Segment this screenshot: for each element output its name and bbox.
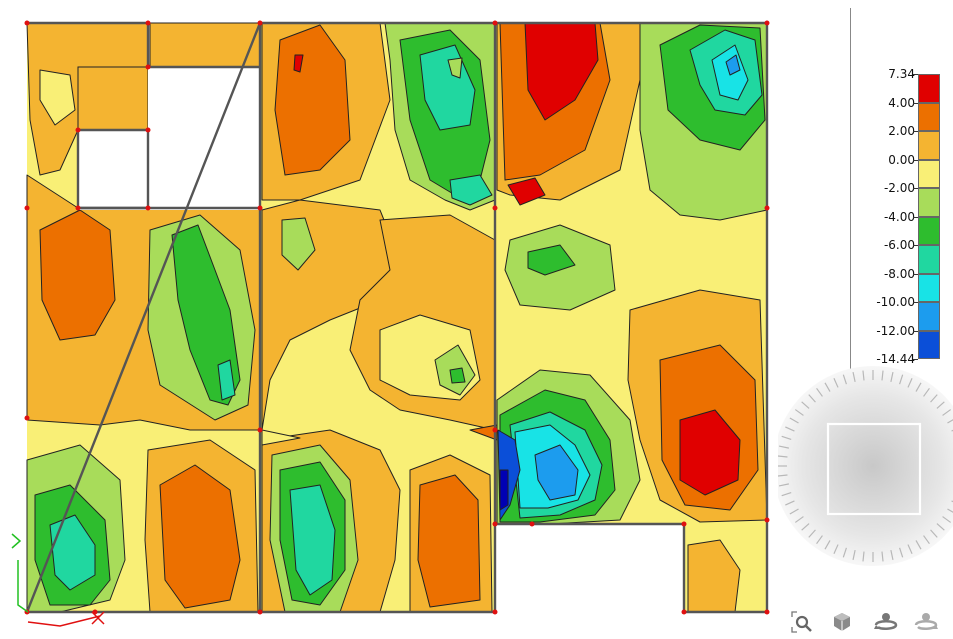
legend-tick (913, 245, 918, 246)
contour-legend: 7.34 4.00 2.00 0.00 -2.00 -4.00 -6.00 -8.00 -10.… (850, 8, 953, 413)
compass-tick (915, 382, 922, 392)
legend-swatch (918, 188, 940, 217)
legend-tick (913, 159, 918, 161)
legend-tick (913, 216, 918, 218)
compass-tick (816, 535, 823, 545)
compass-tick (781, 435, 792, 440)
compass-tick (923, 387, 930, 397)
legend-label: -12.00 (876, 323, 915, 338)
compass-tick (852, 549, 856, 561)
compass-tick (824, 540, 831, 550)
compass-tick (808, 529, 816, 538)
legend-swatch (918, 131, 940, 160)
legend-swatch (918, 273, 940, 302)
compass-tick (801, 523, 810, 531)
compass-tick (907, 544, 913, 554)
compass-tick (930, 529, 938, 538)
legend-tick (913, 74, 918, 75)
legend-label: 2.00 (888, 124, 915, 138)
compass-tick (842, 547, 847, 558)
legend-tick (913, 359, 918, 360)
orbit-alt-icon (914, 613, 938, 630)
legend-swatch (918, 159, 940, 188)
node-markers (24, 20, 770, 615)
compass-tick (781, 492, 792, 497)
compass-tick (862, 551, 865, 562)
compass-tick (930, 394, 938, 403)
legend-label: 0.00 (888, 152, 915, 167)
compass-tick (862, 370, 865, 381)
compass-tick (942, 409, 952, 416)
legend-swatch (918, 216, 940, 245)
legend-tick (913, 330, 918, 332)
compass-tick (852, 371, 856, 383)
legend-label: -10.00 (876, 295, 915, 309)
view-toolbar (788, 608, 953, 638)
zoom-extents-icon (791, 611, 812, 633)
compass-tick (794, 409, 804, 416)
legend-label: -8.00 (883, 266, 915, 281)
contour-regions (26, 22, 768, 613)
compass-tick (801, 401, 810, 409)
compass-tick (915, 540, 922, 550)
compass-tick (842, 374, 847, 385)
compass-tick (942, 516, 952, 523)
compass-tick (824, 382, 831, 392)
legend-swatch (918, 302, 940, 331)
compass-tick (778, 445, 790, 449)
legend-label: -6.00 (883, 238, 915, 252)
compass-tick (833, 544, 839, 554)
legend-swatch (918, 102, 940, 131)
openings (77, 66, 684, 614)
compass-tick (947, 508, 953, 513)
compass-tick (833, 378, 839, 388)
compass-tick (881, 551, 884, 562)
axes-indicator-icon (11, 533, 105, 627)
compass-tick (947, 419, 953, 424)
compass-tick (890, 549, 894, 561)
zoom-extents-button[interactable] (788, 608, 816, 636)
view-cube-navigator[interactable] (778, 356, 953, 588)
legend-tick (913, 273, 918, 275)
legend-label: 7.34 (888, 67, 915, 81)
legend-label: -2.00 (883, 181, 915, 195)
compass-tick (808, 394, 816, 403)
compass-tick (785, 426, 795, 432)
view-cube-face[interactable] (826, 422, 922, 516)
compass-tick (936, 523, 945, 531)
compass-tick (778, 483, 790, 487)
compass-tick (785, 500, 795, 506)
orbit-button[interactable] (872, 608, 900, 636)
compass-tick (789, 508, 799, 515)
view-cube-icon (834, 613, 850, 631)
orbit-alt-button[interactable] (912, 608, 940, 636)
compass-tick (907, 378, 913, 388)
compass-tick (789, 417, 799, 424)
compass-tick (890, 371, 894, 383)
legend-tick (913, 102, 918, 104)
compass-tick (923, 535, 930, 545)
compass-tick (794, 516, 804, 523)
compass-tick (899, 374, 904, 385)
legend-label: -14.44 (876, 352, 915, 366)
compass-tick (899, 547, 904, 558)
legend-tick (913, 188, 918, 189)
compass-tick (778, 474, 788, 477)
compass-tick (936, 401, 945, 409)
compass-ticks (778, 370, 953, 562)
view-cube-button[interactable] (828, 608, 856, 636)
compass-tick (881, 370, 884, 381)
orbit-icon (874, 613, 898, 630)
legend-label: 4.00 (888, 95, 915, 110)
compass-tick (816, 387, 823, 397)
legend-label: -4.00 (883, 209, 915, 224)
compass-tick (778, 455, 788, 458)
legend-swatch (918, 245, 940, 274)
legend-swatch (918, 74, 940, 103)
legend-tick (913, 131, 918, 132)
legend-swatch (918, 330, 940, 359)
compass-ring[interactable] (778, 366, 953, 566)
legend-tick (913, 302, 918, 303)
